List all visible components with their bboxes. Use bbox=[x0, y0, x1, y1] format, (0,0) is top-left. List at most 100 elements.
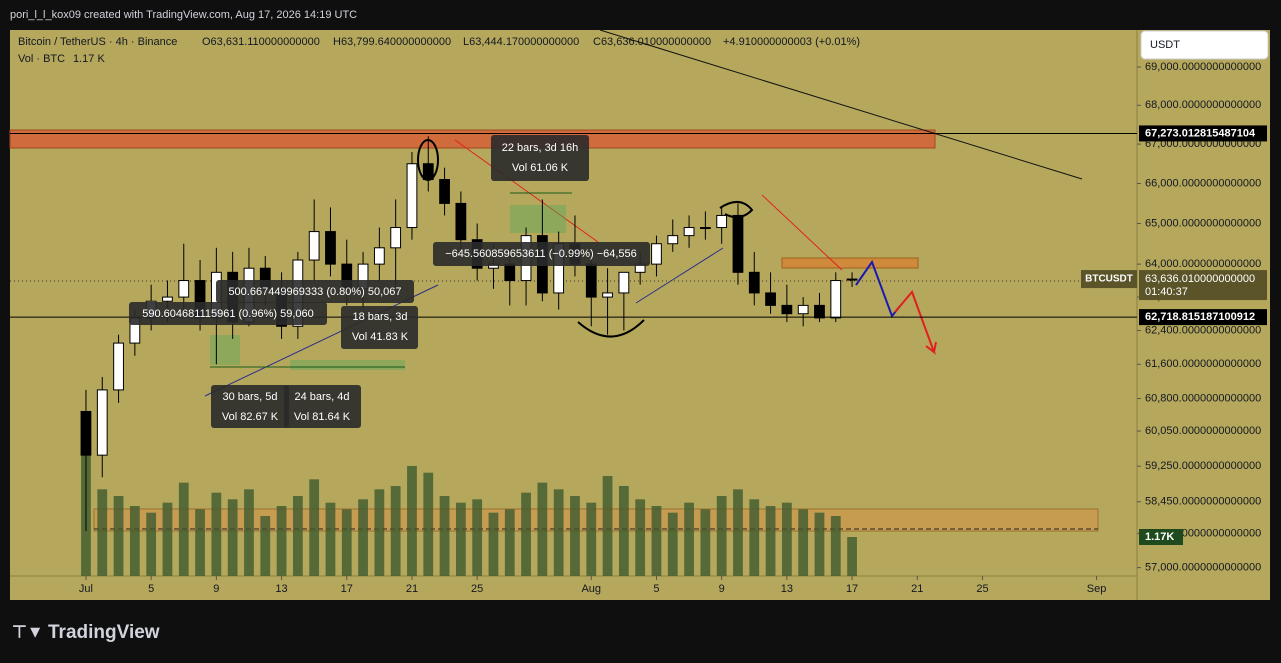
x-tick-label: 21 bbox=[911, 583, 923, 595]
volume-bar bbox=[830, 516, 841, 576]
volume-bar bbox=[146, 512, 157, 576]
measure-text: 500.667449969333 (0.80%) 50,067 bbox=[228, 286, 401, 298]
volume-bar bbox=[390, 486, 401, 576]
volume-bar bbox=[521, 492, 531, 576]
volume-bar bbox=[129, 506, 140, 576]
x-tick-label: 13 bbox=[275, 583, 287, 595]
volume-bar bbox=[97, 489, 108, 576]
volume-bar bbox=[765, 506, 776, 576]
candle-body bbox=[732, 214, 744, 273]
y-tick-label: 65,000.0000000000000 bbox=[1145, 217, 1261, 229]
measure-box bbox=[216, 280, 414, 303]
y-tick-label: 66,000.0000000000000 bbox=[1145, 177, 1261, 189]
candle-body bbox=[814, 304, 825, 319]
volume-bar bbox=[423, 472, 434, 576]
volume-bar bbox=[227, 499, 238, 576]
volume-bar bbox=[260, 516, 271, 576]
last-volume-label: 1.17K bbox=[1145, 531, 1174, 543]
legend: Bitcoin / TetherUS · 4h · Binance O63,63… bbox=[18, 36, 860, 65]
volume-bar bbox=[684, 502, 694, 576]
currency[interactable]: USDT bbox=[1150, 39, 1180, 51]
candle-body bbox=[373, 247, 385, 265]
symbol: Bitcoin / TetherUS · 4h · Binance bbox=[18, 36, 177, 48]
volume-bar bbox=[374, 489, 385, 576]
volume-bar bbox=[325, 502, 336, 576]
volume-bar bbox=[537, 482, 548, 576]
x-tick-label: 5 bbox=[148, 583, 154, 595]
candle-body bbox=[651, 243, 662, 265]
range-box bbox=[510, 205, 566, 233]
measure-text: 30 bars, 5d bbox=[222, 391, 277, 403]
x-tick-label: 25 bbox=[976, 583, 988, 595]
measure-box bbox=[491, 135, 589, 181]
measure-text: Vol 41.83 K bbox=[352, 331, 409, 343]
axes: 69,000.0000000000000 68,000.0000000000000… bbox=[79, 61, 1267, 595]
candle-body bbox=[781, 304, 793, 315]
y-tick-label: 62,400.0000000000000 bbox=[1145, 324, 1261, 336]
measure-boxes: 22 bars, 3d 16h Vol 61.06 K −645.5608596… bbox=[129, 135, 650, 428]
range-box bbox=[210, 335, 240, 365]
trend-arrow bbox=[204, 284, 439, 397]
trend-arrow bbox=[454, 139, 599, 243]
volume-bar bbox=[358, 499, 368, 576]
volume-bar bbox=[749, 499, 760, 576]
price-label: 67,273.012815487104 bbox=[1145, 127, 1256, 139]
volume-bar bbox=[570, 496, 580, 576]
volume-bar bbox=[178, 482, 189, 576]
volume-bar bbox=[798, 509, 809, 576]
x-tick-label: 13 bbox=[781, 583, 793, 595]
last-price-bg bbox=[1139, 270, 1267, 301]
measure-box bbox=[433, 242, 650, 266]
candle-body bbox=[618, 271, 630, 294]
candle-body bbox=[797, 304, 809, 315]
measure-text: 590.604681115961 (0.96%) 59,060 bbox=[142, 308, 313, 320]
volume-bar bbox=[700, 509, 711, 576]
ohlc-low: L63,444.170000000000 bbox=[463, 36, 579, 48]
last-price-label: 63,636.010000000000 bbox=[1145, 273, 1255, 285]
volume-bar bbox=[733, 489, 743, 576]
volume-bar bbox=[814, 512, 825, 576]
volume-bar bbox=[211, 492, 222, 576]
measure-box bbox=[129, 302, 327, 325]
volume-bar bbox=[407, 466, 417, 576]
trend-line bbox=[599, 29, 1083, 180]
trend-arrow bbox=[635, 247, 724, 304]
candle-body bbox=[830, 280, 842, 319]
volume-bar bbox=[472, 499, 483, 576]
candle-body bbox=[113, 342, 124, 391]
candle-body bbox=[585, 263, 597, 298]
candle-body bbox=[308, 231, 320, 261]
candle-body bbox=[504, 263, 516, 282]
footer: ⊤▼ TradingView bbox=[12, 622, 160, 643]
candle-body bbox=[178, 280, 190, 298]
volume-bar bbox=[341, 509, 352, 576]
candle-body bbox=[390, 227, 402, 249]
y-tick-label: 59,250.0000000000000 bbox=[1145, 460, 1261, 472]
x-tick-label: 17 bbox=[341, 583, 353, 595]
volume-bar bbox=[195, 509, 205, 576]
x-tick-label: Sep bbox=[1087, 583, 1107, 595]
volume-bar bbox=[439, 496, 450, 576]
volume-value: 1.17 K bbox=[73, 53, 105, 65]
volume-label: Vol · BTC bbox=[18, 53, 65, 65]
price-label: 62,718.815187100912 bbox=[1145, 311, 1255, 323]
candle-body bbox=[846, 278, 858, 281]
volume-bar bbox=[488, 512, 499, 576]
currency-button[interactable] bbox=[1140, 30, 1269, 60]
volume-bar bbox=[276, 506, 287, 576]
y-tick-label: 69,000.0000000000000 bbox=[1145, 61, 1261, 73]
volume-bar bbox=[162, 502, 173, 576]
measure-box bbox=[341, 306, 418, 349]
measure-box bbox=[211, 385, 289, 428]
curve-mark bbox=[577, 319, 645, 338]
candle-body bbox=[667, 235, 679, 245]
candle-body bbox=[80, 410, 92, 456]
volume-bar bbox=[244, 489, 254, 576]
trend-arrow bbox=[761, 194, 843, 271]
candle-body bbox=[765, 292, 776, 306]
countdown: 01:40:37 bbox=[1145, 286, 1188, 298]
x-tick-label: 25 bbox=[471, 583, 483, 595]
y-tick-label: 61,600.0000000000000 bbox=[1145, 358, 1261, 370]
x-tick-label: Aug bbox=[581, 583, 601, 595]
